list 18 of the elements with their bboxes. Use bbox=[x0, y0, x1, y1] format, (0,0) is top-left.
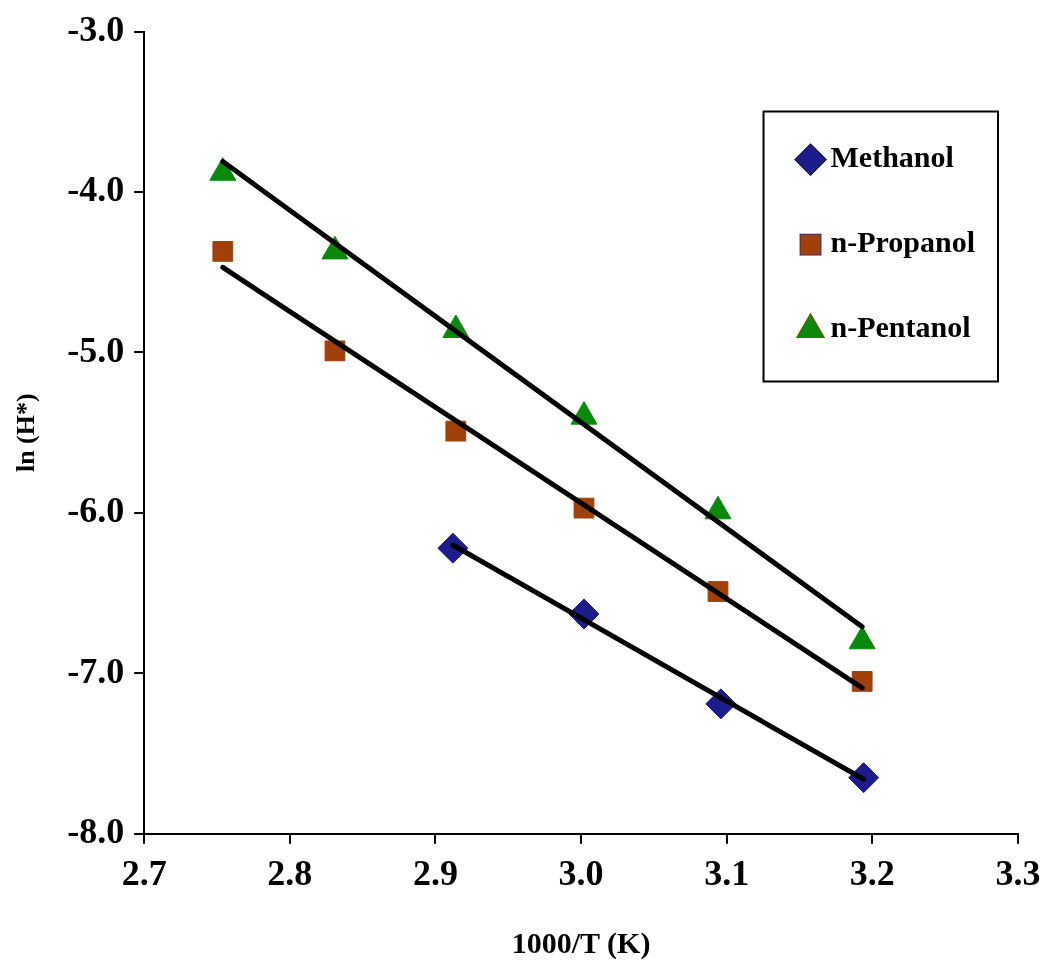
x-tick-label: 2.9 bbox=[412, 852, 458, 893]
x-tick-label: 3.3 bbox=[995, 852, 1041, 893]
legend-label: Methanol bbox=[830, 140, 954, 174]
x-tick-label: 3.0 bbox=[558, 852, 604, 893]
y-axis-title: ln (H*) bbox=[11, 393, 41, 473]
x-axis-title: 1000/T (K) bbox=[511, 925, 651, 960]
y-tick-label: -4.0 bbox=[67, 169, 125, 210]
y-tick-label: -7.0 bbox=[67, 650, 125, 691]
y-tick-label: -8.0 bbox=[67, 811, 125, 852]
x-tick-label: 2.8 bbox=[267, 852, 313, 893]
legend-label: n-Pentanol bbox=[830, 310, 971, 344]
y-tick-label: -5.0 bbox=[67, 329, 125, 370]
legend-label: n-Propanol bbox=[830, 225, 976, 259]
x-tick-label: 3.2 bbox=[849, 852, 895, 893]
y-tick-label: -6.0 bbox=[67, 490, 125, 531]
x-tick-label: 3.1 bbox=[704, 852, 750, 893]
x-tick-label: 2.7 bbox=[121, 852, 167, 893]
y-tick-label: -3.0 bbox=[67, 8, 125, 49]
